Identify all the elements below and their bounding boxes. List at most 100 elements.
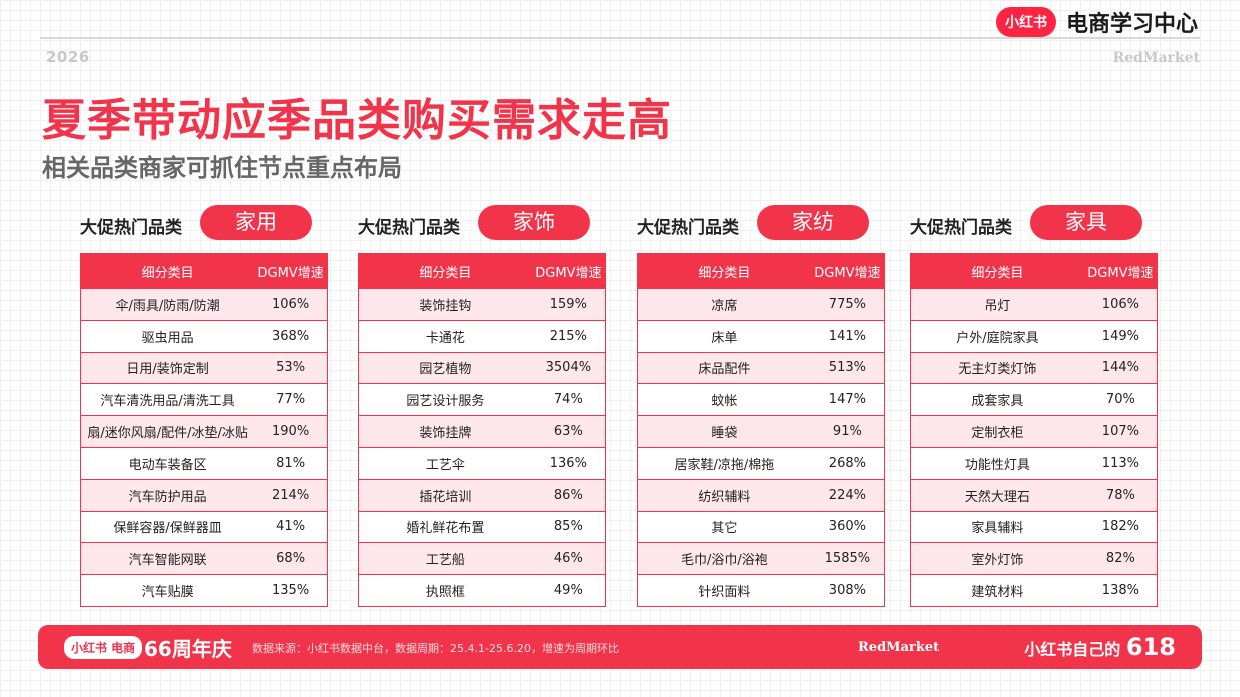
growth-cell: 360% <box>810 510 885 543</box>
category-cell: 凉席 <box>637 288 811 321</box>
header-category: 细分类目 <box>358 253 532 289</box>
growth-cell: 190% <box>254 415 328 448</box>
section-2: 大促热门品类 家纺细分类目 DGMV增速 凉席 775% 床单 141% 床品配件 513% 蚊帐… <box>619 205 889 607</box>
table-row: 户外/庭院家具 149% <box>910 319 1158 353</box>
table-row: 汽车贴膜 135% <box>80 574 328 607</box>
category-cell: 室外灯饰 <box>910 542 1084 575</box>
category-cell: 毛巾/浴巾/浴袍 <box>637 542 811 575</box>
growth-cell: 113% <box>1083 446 1158 480</box>
table-row: 凉席 775% <box>637 288 885 321</box>
table-row: 汽车智能网联 68% <box>80 542 328 575</box>
category-cell: 保鲜容器/保鲜器皿 <box>80 510 255 543</box>
table-row: 日用/装饰定制 53% <box>80 351 328 384</box>
table-row: 扇/迷你风扇/配件/冰垫/冰贴 190% <box>80 415 328 448</box>
growth-cell: 91% <box>810 415 885 448</box>
growth-table: 细分类目 DGMV增速 吊灯 106% 户外/庭院家具 149% 无主灯类灯饰 144% 成套家… <box>910 253 1158 607</box>
category-cell: 婚礼鲜花布置 <box>358 510 532 543</box>
growth-cell: 63% <box>531 415 606 448</box>
category-cell: 定制衣柜 <box>910 415 1084 448</box>
category-pill: 家纺 <box>757 205 869 240</box>
table-row: 针织面料 308% <box>637 574 885 607</box>
table-row: 床品配件 513% <box>637 351 885 384</box>
section-header: 大促热门品类 家用 <box>62 205 332 241</box>
category-cell: 工艺船 <box>358 542 532 575</box>
table-row: 执照框 49% <box>358 574 606 607</box>
growth-cell: 224% <box>810 478 885 512</box>
footer-brand: RedMarket <box>858 640 940 655</box>
category-cell: 装饰挂牌 <box>358 415 532 448</box>
growth-cell: 106% <box>254 288 328 321</box>
growth-cell: 77% <box>254 383 328 416</box>
table-header-row: 细分类目 DGMV增速 <box>910 253 1158 289</box>
category-cell: 纺织辅料 <box>637 478 811 512</box>
growth-cell: 1585% <box>810 542 885 575</box>
header-divider <box>40 37 1200 39</box>
header-category: 细分类目 <box>80 253 255 289</box>
table-row: 园艺设计服务 74% <box>358 383 606 416</box>
table-header-row: 细分类目 DGMV增速 <box>637 253 885 289</box>
table-row: 装饰挂钩 159% <box>358 288 606 321</box>
year-label: 2026 <box>46 48 90 66</box>
growth-cell: 3504% <box>531 351 606 384</box>
section-3: 大促热门品类 家具细分类目 DGMV增速 吊灯 106% 户外/庭院家具 149% 无主灯类灯… <box>892 205 1162 607</box>
table-row: 工艺伞 136% <box>358 446 606 480</box>
table-row: 婚礼鲜花布置 85% <box>358 510 606 543</box>
category-cell: 其它 <box>637 510 811 543</box>
category-cell: 户外/庭院家具 <box>910 319 1084 353</box>
growth-table: 细分类目 DGMV增速 伞/雨具/防雨/防潮 106% 驱虫用品 368% 日用/装饰定制 5… <box>80 253 328 607</box>
header-category: 细分类目 <box>637 253 811 289</box>
category-cell: 装饰挂钩 <box>358 288 532 321</box>
category-cell: 园艺植物 <box>358 351 532 384</box>
category-cell: 无主灯类灯饰 <box>910 351 1084 384</box>
category-cell: 居家鞋/凉拖/棉拖 <box>637 446 811 480</box>
footer-event: 66周年庆 <box>144 637 232 661</box>
category-cell: 汽车智能网联 <box>80 542 255 575</box>
category-cell: 工艺伞 <box>358 446 532 480</box>
category-cell: 针织面料 <box>637 574 811 607</box>
xiaohongshu-logo: 小红书 <box>995 7 1056 37</box>
category-cell: 插花培训 <box>358 478 532 512</box>
table-row: 功能性灯具 113% <box>910 446 1158 480</box>
data-source-note: 数据来源：小红书数据中台，数据周期：25.4.1-25.6.20，增速为周期环比 <box>252 642 619 655</box>
category-cell: 扇/迷你风扇/配件/冰垫/冰贴 <box>80 415 255 448</box>
growth-cell: 53% <box>254 351 328 384</box>
table-row: 驱虫用品 368% <box>80 319 328 353</box>
growth-cell: 147% <box>810 383 885 416</box>
footer-logo: 小红书 电商 <box>64 636 143 659</box>
growth-cell: 107% <box>1083 415 1158 448</box>
table-row: 其它 360% <box>637 510 885 543</box>
growth-cell: 106% <box>1083 288 1158 321</box>
section-label: 大促热门品类 <box>358 218 460 238</box>
growth-cell: 136% <box>531 446 606 480</box>
category-cell: 汽车防护用品 <box>80 478 255 512</box>
table-row: 定制衣柜 107% <box>910 415 1158 448</box>
growth-cell: 70% <box>1083 383 1158 416</box>
category-cell: 睡袋 <box>637 415 811 448</box>
growth-cell: 86% <box>531 478 606 512</box>
header-dgmv-growth: DGMV增速 <box>531 253 606 289</box>
section-header: 大促热门品类 家纺 <box>619 205 889 241</box>
growth-cell: 368% <box>254 319 328 353</box>
table-row: 床单 141% <box>637 319 885 353</box>
slogan-number: 618 <box>1125 633 1176 661</box>
page-title: 夏季带动应季品类购买需求走高 <box>42 95 672 146</box>
logo-text: 电商学习中心 <box>1065 12 1198 37</box>
category-cell: 蚊帐 <box>637 383 811 416</box>
redmarket-brand: RedMarket <box>1112 50 1200 66</box>
growth-cell: 144% <box>1083 351 1158 384</box>
growth-cell: 68% <box>254 542 328 575</box>
table-row: 建筑材料 138% <box>910 574 1158 607</box>
table-row: 蚊帐 147% <box>637 383 885 416</box>
table-row: 汽车防护用品 214% <box>80 478 328 512</box>
category-cell: 驱虫用品 <box>80 319 255 353</box>
table-header-row: 细分类目 DGMV增速 <box>358 253 606 289</box>
category-cell: 天然大理石 <box>910 478 1084 512</box>
page-subtitle: 相关品类商家可抓住节点重点布局 <box>42 154 402 182</box>
table-row: 家具辅料 182% <box>910 510 1158 543</box>
section-header: 大促热门品类 家具 <box>892 205 1162 241</box>
table-row: 装饰挂牌 63% <box>358 415 606 448</box>
category-cell: 电动车装备区 <box>80 446 255 480</box>
section-label: 大促热门品类 <box>910 218 1012 238</box>
growth-cell: 215% <box>531 319 606 353</box>
category-cell: 家具辅料 <box>910 510 1084 543</box>
